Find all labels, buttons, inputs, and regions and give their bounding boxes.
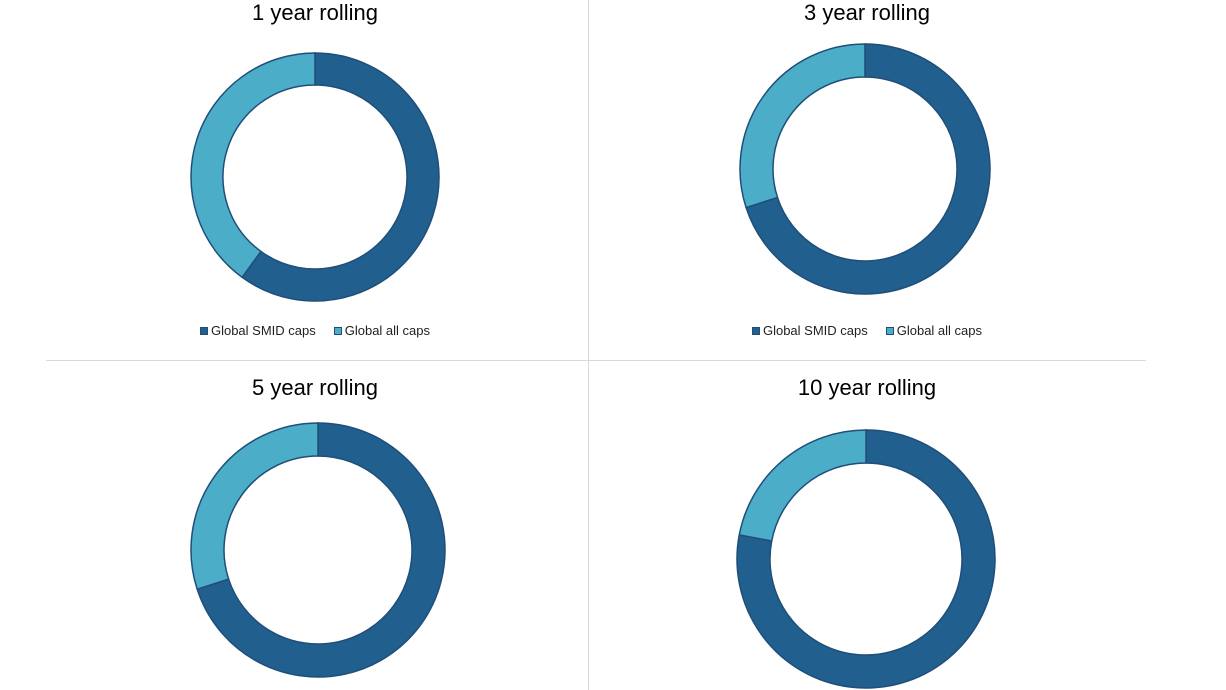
chart-panel-5y: 5 year rolling (40, 375, 590, 690)
legend-item-allcaps: Global all caps (333, 323, 431, 339)
legend-item-smid: Global SMID caps (751, 323, 868, 339)
donut-chart (736, 429, 996, 689)
donut-segment-allcaps (738, 429, 867, 542)
donut-segment-allcaps (739, 43, 866, 209)
horizontal-divider (46, 360, 1146, 361)
donut-segment-smid (241, 52, 440, 302)
donut-segment-smid (196, 422, 446, 678)
donut-segment-smid (745, 43, 991, 295)
chart-panel-10y: 10 year rolling (592, 375, 1142, 690)
legend-label: Global SMID caps (762, 323, 868, 338)
legend-label: Global all caps (344, 323, 431, 338)
legend-swatch-smid (751, 327, 760, 335)
legend-swatch-allcaps (333, 327, 342, 335)
donut-segment-allcaps (190, 422, 319, 591)
legend-swatch-allcaps (885, 327, 894, 335)
donut-segment-allcaps (190, 52, 316, 279)
chart-title: 5 year rolling (252, 375, 378, 400)
donut-chart (190, 422, 446, 678)
chart-legend: Global SMID caps Global all caps (40, 323, 590, 339)
chart-panel-3y: 3 year rolling Global SMID caps Global a… (592, 0, 1142, 350)
legend-item-allcaps: Global all caps (885, 323, 983, 339)
chart-legend: Global SMID caps Global all caps (592, 323, 1142, 339)
donut-segment-smid (736, 429, 996, 689)
donut-chart (739, 43, 991, 295)
legend-item-smid: Global SMID caps (199, 323, 316, 339)
legend-label: Global all caps (896, 323, 983, 338)
legend-swatch-smid (199, 327, 208, 335)
donut-chart (190, 52, 440, 302)
chart-title: 3 year rolling (804, 0, 930, 25)
legend-label: Global SMID caps (210, 323, 316, 338)
chart-title: 10 year rolling (797, 375, 937, 400)
vertical-divider (588, 0, 589, 690)
chart-title: 1 year rolling (252, 0, 378, 25)
chart-panel-1y: 1 year rolling Global SMID caps Global a… (40, 0, 590, 350)
